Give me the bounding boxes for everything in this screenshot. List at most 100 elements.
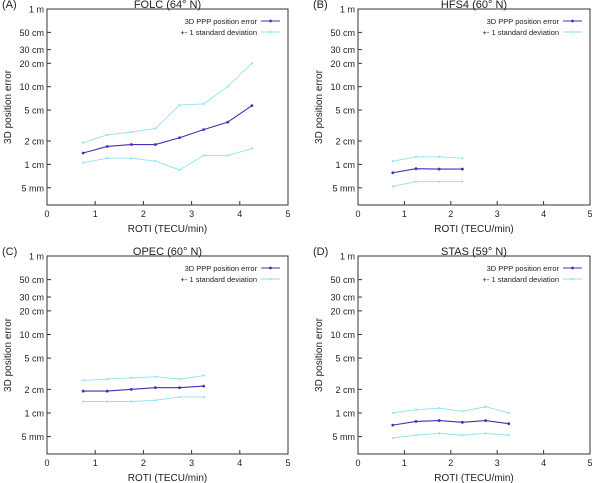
x-tick-label: 3	[189, 458, 194, 468]
y-tick-label: 1 m	[29, 5, 44, 15]
y-tick-label: 2 cm	[24, 385, 44, 395]
plot-frame	[357, 8, 591, 206]
data-point-position-error	[414, 167, 418, 171]
y-tick-label: 20 cm	[330, 59, 355, 69]
series-line-position-error	[392, 420, 509, 426]
y-tick-label: 30 cm	[19, 293, 44, 303]
data-point-std-dev	[178, 168, 181, 171]
legend-marker-std-dev	[269, 277, 272, 281]
y-tick-label: 50 cm	[19, 275, 44, 285]
data-point-position-error	[391, 171, 395, 175]
data-point-position-error	[178, 136, 181, 140]
data-point-position-error	[437, 419, 441, 422]
data-point-std-dev	[154, 375, 157, 378]
data-point-std-dev	[202, 395, 205, 399]
plot-frame	[46, 8, 289, 206]
x-tick-label: 1	[402, 209, 407, 219]
legend-label-std-dev: +- 1 standard deviation	[180, 28, 257, 37]
series-line-position-error	[392, 168, 463, 174]
legend-marker-position-error	[571, 266, 574, 270]
data-point-position-error	[461, 420, 464, 424]
plot-frame	[357, 255, 591, 455]
data-point-std-dev	[250, 62, 253, 65]
x-tick-label: 0	[355, 458, 360, 468]
legend-label-position-error: 3D PPP position error	[487, 264, 560, 273]
x-axis-label: ROTI (TECU/min)	[434, 224, 513, 235]
data-point-std-dev	[461, 180, 464, 183]
y-tick-label: 5 cm	[24, 354, 44, 364]
panel-label: (C)	[2, 246, 17, 258]
y-tick-label: 20 cm	[19, 306, 44, 316]
y-tick-label: 1 m	[340, 252, 355, 262]
y-tick-label: 2 cm	[335, 136, 355, 146]
data-point-std-dev	[202, 374, 205, 377]
legend-label-std-dev: +- 1 standard deviation	[482, 28, 559, 37]
data-point-std-dev	[154, 127, 157, 130]
legend-label-std-dev: +- 1 standard deviation	[180, 275, 257, 284]
y-tick-label: 10 cm	[19, 330, 44, 340]
data-point-position-error	[484, 419, 487, 422]
data-point-std-dev	[226, 85, 229, 88]
panel-0: FOLC (64° N) (A) 1 m 50 cm 30 cm 20 cm 10 cm 5 …	[2, 0, 291, 235]
data-point-std-dev	[438, 180, 441, 183]
x-tick-label: 1	[402, 458, 407, 468]
y-axis-label: 3D position error	[314, 69, 325, 144]
data-point-position-error	[129, 387, 133, 391]
data-point-std-dev	[484, 432, 487, 435]
y-tick-label: 1 cm	[24, 408, 44, 418]
series-line-std-dev	[83, 396, 204, 402]
data-point-std-dev	[82, 141, 85, 144]
legend-label-position-error: 3D PPP position error	[487, 17, 560, 26]
data-point-std-dev	[461, 157, 464, 160]
data-point-position-error	[414, 420, 418, 423]
y-tick-label: 50 cm	[330, 275, 355, 285]
x-tick-label: 0	[44, 458, 49, 468]
data-point-std-dev	[414, 408, 418, 411]
y-axis-label: 3D position error	[3, 69, 14, 144]
chart-title: STAS (59° N)	[441, 246, 507, 258]
y-tick-label: 1 cm	[335, 160, 355, 170]
panel-label: (D)	[313, 246, 328, 258]
x-tick-label: 5	[587, 209, 592, 219]
data-point-std-dev	[414, 434, 418, 437]
legend-marker-position-error	[571, 19, 574, 23]
y-tick-label: 2 cm	[24, 136, 44, 146]
y-tick-label: 5 cm	[335, 354, 355, 364]
x-tick-label: 4	[541, 458, 546, 468]
series-line-std-dev	[83, 148, 252, 171]
data-point-std-dev	[178, 378, 181, 381]
data-point-position-error	[81, 389, 85, 393]
data-point-std-dev	[414, 155, 418, 158]
x-tick-label: 5	[285, 458, 290, 468]
legend-marker-position-error	[269, 266, 272, 270]
x-axis-label: ROTI (TECU/min)	[128, 224, 207, 235]
data-point-std-dev	[250, 147, 253, 150]
data-point-std-dev	[226, 154, 229, 157]
y-tick-label: 5 cm	[24, 106, 44, 116]
data-point-std-dev	[438, 155, 441, 158]
y-tick-label: 10 cm	[19, 82, 44, 92]
x-tick-label: 4	[237, 209, 242, 219]
x-tick-label: 2	[448, 458, 453, 468]
data-point-std-dev	[178, 103, 181, 107]
data-point-std-dev	[130, 376, 133, 379]
data-point-position-error	[105, 145, 109, 148]
data-point-std-dev	[461, 410, 464, 413]
data-point-std-dev	[82, 400, 85, 403]
y-axis-label: 3D position error	[3, 317, 14, 392]
x-tick-label: 1	[93, 209, 98, 219]
x-tick-label: 4	[541, 209, 546, 219]
data-point-std-dev	[106, 157, 109, 160]
panel-label: (B)	[313, 0, 328, 11]
y-tick-label: 1 m	[340, 5, 355, 15]
x-tick-label: 3	[189, 209, 194, 219]
y-tick-label: 30 cm	[330, 45, 355, 55]
data-point-position-error	[105, 389, 109, 393]
data-point-position-error	[226, 120, 230, 124]
data-point-std-dev	[484, 405, 487, 408]
x-axis-label: ROTI (TECU/min)	[434, 473, 513, 483]
panel-2: OPEC (60° N) (C) 1 m 50 cm 30 cm 20 cm 10 cm 5 …	[2, 246, 291, 483]
y-tick-label: 5 mm	[22, 183, 45, 193]
data-point-position-error	[507, 422, 511, 426]
y-tick-label: 10 cm	[330, 82, 355, 92]
